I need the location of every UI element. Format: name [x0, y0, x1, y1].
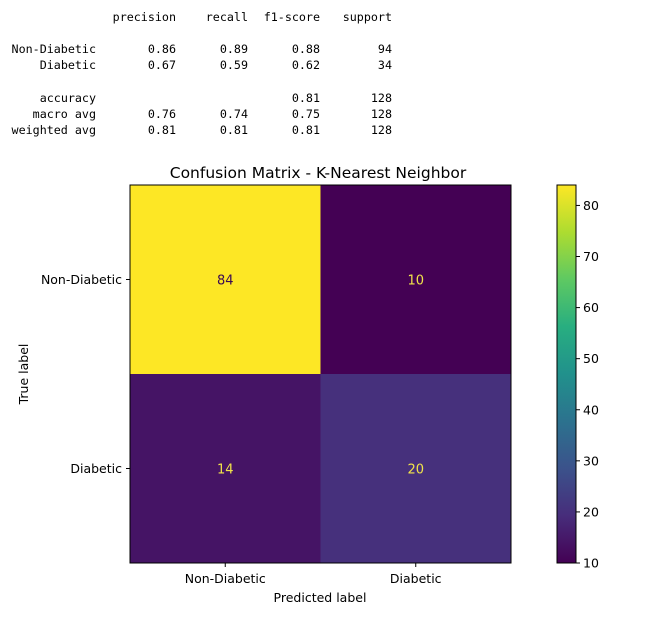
matrix-cell: [130, 185, 321, 374]
x-tick-label: Non-Diabetic: [185, 571, 266, 586]
report-header: f1-score: [263, 10, 320, 24]
report-row-label: Non-Diabetic: [11, 42, 96, 56]
report-cell: 0.75: [291, 107, 320, 121]
x-axis-label: Predicted label: [274, 590, 367, 605]
report-cell: 0.81: [219, 123, 248, 137]
report-header: support: [342, 10, 392, 24]
report-cell: 0.59: [219, 58, 248, 72]
colorbar-tick-label: 30: [583, 453, 599, 468]
report-cell: 0.76: [147, 107, 176, 121]
report-cell: 0.88: [291, 42, 320, 56]
matrix-cell: [320, 374, 511, 563]
report-cell: 0.74: [219, 107, 248, 121]
cell-value-label: 14: [217, 463, 234, 478]
colorbar-tick-label: 20: [583, 504, 599, 519]
matrix-cell: [130, 374, 321, 563]
cell-value-label: 10: [407, 274, 424, 289]
cell-value-label: 20: [407, 463, 424, 478]
matrix-cell: [320, 185, 511, 374]
report-cell: 0.81: [147, 123, 176, 137]
report-cell: 128: [370, 123, 392, 137]
colorbar-tick-label: 80: [583, 198, 599, 213]
report-cell: 0.81: [291, 91, 320, 105]
x-tick-label: Diabetic: [390, 571, 442, 586]
report-cell: 0.81: [291, 123, 320, 137]
chart-title: Confusion Matrix - K-Nearest Neighbor: [170, 164, 467, 182]
colorbar: [556, 184, 577, 564]
colorbar-tick-label: 40: [583, 402, 599, 417]
report-row-label: weighted avg: [11, 123, 96, 137]
colorbar-tick-label: 10: [583, 556, 599, 571]
classification-report: precision recall f1-score support Non-Diabet…: [0, 0, 668, 150]
report-header: precision: [112, 10, 176, 24]
report-row-label: Diabetic: [39, 58, 96, 72]
y-axis-label: True label: [16, 344, 31, 406]
colorbar-tick-label: 70: [583, 249, 599, 264]
report-cell: 0.62: [291, 58, 320, 72]
report-cell: 128: [370, 107, 392, 121]
report-cell: 34: [377, 58, 392, 72]
report-cell: 0.89: [219, 42, 248, 56]
report-cell: 0.86: [147, 42, 176, 56]
y-tick-label: Diabetic: [70, 461, 122, 476]
report-cell: 94: [377, 42, 392, 56]
report-header: recall: [205, 10, 248, 24]
colorbar-tick-label: 60: [583, 300, 599, 315]
plot-frame: [129, 184, 512, 564]
report-row-label: accuracy: [39, 91, 96, 105]
report-cell: 128: [370, 91, 392, 105]
report-row-label: macro avg: [32, 107, 96, 121]
y-tick-label: Non-Diabetic: [41, 272, 122, 287]
colorbar-tick-label: 50: [583, 351, 599, 366]
cell-value-label: 84: [217, 274, 234, 289]
report-cell: 0.67: [147, 58, 176, 72]
